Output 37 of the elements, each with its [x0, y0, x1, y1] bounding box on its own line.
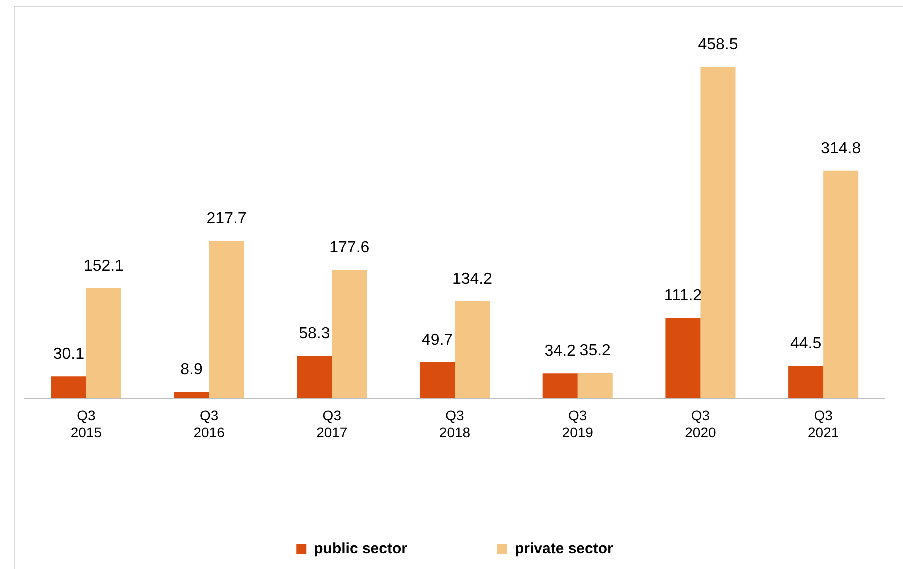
x-tick-label: Q3 2019: [562, 408, 594, 440]
bar: [297, 356, 332, 398]
data-label: 458.5: [698, 36, 738, 54]
data-label: 177.6: [330, 239, 370, 256]
data-label: 44.5: [790, 336, 822, 353]
data-label: 217.7: [206, 210, 247, 228]
bar: [666, 318, 701, 398]
data-label: 58.3: [299, 326, 330, 343]
x-tick-label: Q3 2017: [316, 408, 348, 440]
legend-label: public sector: [314, 540, 408, 558]
bar: [332, 270, 368, 398]
x-tick-label: Q3 2016: [194, 408, 226, 440]
bar: [578, 372, 613, 398]
x-tick-label: Q3 2021: [808, 408, 840, 440]
data-label: 8.9: [180, 361, 203, 378]
data-label: 30.1: [53, 346, 85, 364]
data-label: 314.8: [821, 140, 862, 158]
x-tick-label: Q3 2015: [70, 408, 102, 440]
data-label: 34.2: [544, 343, 576, 360]
data-label: 152.1: [84, 258, 124, 275]
x-tick-label: Q3 2020: [685, 408, 716, 440]
bar: [788, 366, 824, 398]
legend-label: private sector: [514, 540, 614, 558]
data-label: 35.2: [580, 342, 612, 360]
bar: [824, 170, 859, 398]
data-label: 49.7: [422, 332, 454, 349]
data-label: 111.2: [664, 287, 702, 304]
bar: [51, 376, 86, 398]
bar: [86, 288, 122, 398]
bar: [420, 362, 455, 398]
bar: [174, 392, 210, 398]
bar: [542, 374, 578, 398]
x-tick-label: Q3 2018: [439, 408, 471, 440]
bar: [455, 301, 490, 398]
data-label: 134.2: [452, 270, 493, 288]
bar: [209, 241, 244, 398]
bar: [700, 66, 736, 398]
